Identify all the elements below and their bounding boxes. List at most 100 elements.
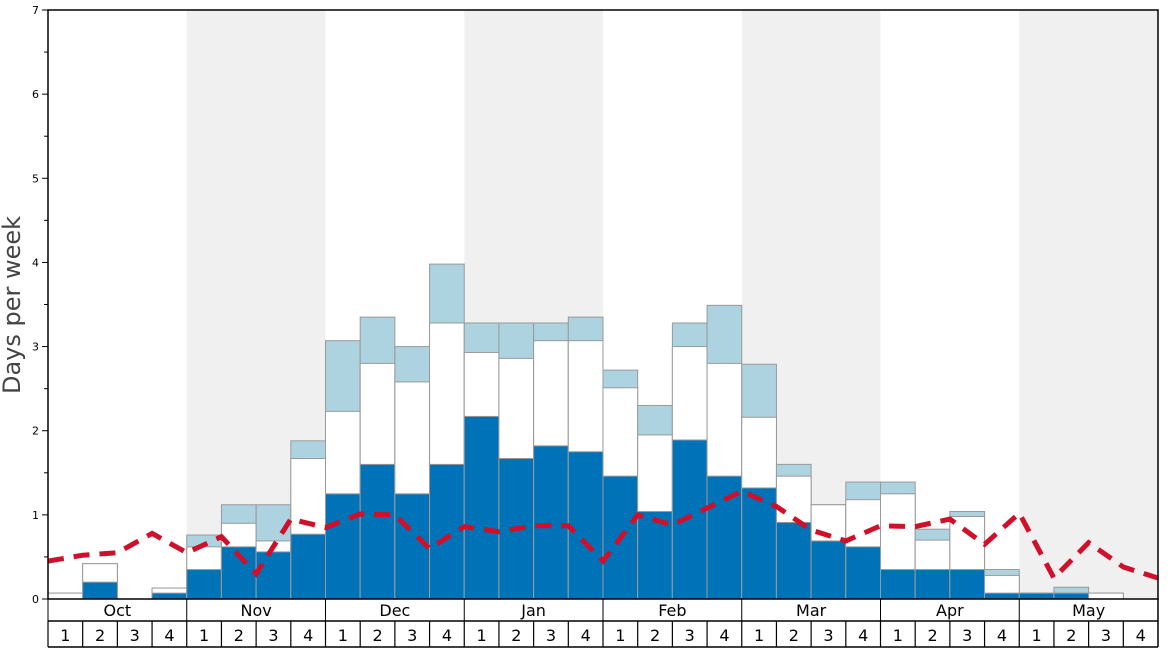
y-tick-label: 1 — [32, 509, 39, 522]
dashed-line-series — [47, 488, 1159, 583]
bar-jan-w4-dark — [567, 451, 604, 600]
week-label: 4 — [442, 626, 452, 645]
bar-mar-w3 — [810, 504, 847, 600]
week-label: 4 — [997, 626, 1007, 645]
week-label: 2 — [927, 626, 937, 645]
week-label: 2 — [234, 626, 244, 645]
week-label: 4 — [719, 626, 729, 645]
bar-mar-w1-dark — [741, 487, 777, 600]
week-label: 1 — [199, 626, 209, 645]
bar-apr-w2 — [914, 528, 951, 600]
week-label: 3 — [268, 626, 278, 645]
month-label-jan: Jan — [520, 601, 546, 620]
week-label: 2 — [95, 626, 105, 645]
bar-nov-w1 — [186, 534, 222, 600]
bar-feb-w1 — [602, 369, 639, 600]
month-band-may — [1019, 10, 1158, 599]
bar-nov-w3 — [255, 504, 292, 600]
week-label: 1 — [60, 626, 70, 645]
week-label: 1 — [338, 626, 348, 645]
bar-apr-w3-dark — [949, 569, 986, 600]
bar-jan-w1-dark — [463, 415, 500, 600]
bar-may-w3 — [1088, 592, 1124, 600]
month-label-mar: Mar — [796, 601, 827, 620]
bar-apr-w4-dark — [984, 592, 1020, 600]
bar-oct-w1 — [47, 592, 84, 600]
bar-mar-w4-dark — [845, 546, 881, 600]
y-tick-label: 0 — [32, 593, 39, 606]
week-label: 2 — [1066, 626, 1076, 645]
week-label: 2 — [372, 626, 382, 645]
bar-oct-w4-dark — [151, 592, 188, 600]
week-label: 4 — [303, 626, 313, 645]
y-tick-label: 7 — [32, 4, 39, 17]
dashed-series-line — [47, 488, 1159, 583]
week-label: 3 — [685, 626, 695, 645]
bar-mar-w3-dark — [810, 540, 847, 600]
bar-oct-w4 — [151, 587, 188, 600]
y-axis-label: Days per week — [0, 216, 26, 394]
bar-apr-w4 — [984, 569, 1020, 600]
bar-mar-w2-dark — [775, 521, 812, 600]
bar-oct-w2 — [82, 563, 118, 600]
week-label: 3 — [962, 626, 972, 645]
month-label-oct: Oct — [104, 601, 132, 620]
bar-mar-w2 — [775, 463, 812, 600]
month-shading-bands — [186, 10, 1158, 599]
bar-apr-w3 — [949, 510, 986, 600]
y-tick-label: 4 — [32, 256, 39, 269]
bar-mar-w1 — [741, 363, 777, 600]
bar-nov-w1-dark — [186, 569, 222, 600]
y-tick-label: 5 — [32, 172, 39, 185]
week-label: 3 — [130, 626, 140, 645]
bar-jan-w4 — [567, 316, 604, 600]
bar-feb-w2 — [637, 404, 673, 600]
bar-jan-w3 — [533, 322, 569, 600]
bar-nov-w3-dark — [255, 551, 292, 600]
month-label-may: May — [1072, 601, 1105, 620]
bar-may-w2-dark — [1053, 592, 1090, 600]
bar-apr-w1-dark — [880, 569, 916, 600]
bar-dec-w3-dark — [394, 493, 431, 600]
bar-may-w1-dark — [1018, 592, 1055, 600]
bar-dec-w3 — [394, 346, 431, 600]
week-label: 3 — [546, 626, 556, 645]
week-label: 1 — [615, 626, 625, 645]
week-label: 4 — [1136, 626, 1146, 645]
week-label: 2 — [650, 626, 660, 645]
bar-jan-w3-dark — [533, 445, 569, 600]
bar-nov-w4-dark — [290, 533, 326, 600]
week-label: 1 — [1032, 626, 1042, 645]
y-tick-label: 3 — [32, 341, 39, 354]
bar-dec-w1-dark — [325, 493, 361, 600]
bar-oct-w2-dark — [82, 581, 118, 600]
week-label: 3 — [407, 626, 417, 645]
week-label: 3 — [1101, 626, 1111, 645]
month-label-dec: Dec — [379, 601, 410, 620]
bar-dec-w2 — [359, 316, 396, 600]
bar-may-w3-middle — [1088, 592, 1124, 600]
week-label: 4 — [581, 626, 591, 645]
week-label: 3 — [823, 626, 833, 645]
week-label: 1 — [477, 626, 487, 645]
bar-may-w1 — [1018, 592, 1055, 600]
bar-oct-w1-middle — [47, 592, 84, 600]
y-tick-label: 2 — [32, 425, 39, 438]
week-label: 4 — [858, 626, 868, 645]
month-label-apr: Apr — [936, 601, 964, 620]
week-label: 2 — [789, 626, 799, 645]
month-label-feb: Feb — [658, 601, 686, 620]
bar-apr-w1 — [880, 481, 916, 600]
bar-dec-w1 — [325, 340, 361, 600]
bar-dec-w4 — [429, 263, 465, 600]
week-label: 1 — [893, 626, 903, 645]
month-label-nov: Nov — [241, 601, 272, 620]
bar-jan-w2 — [498, 322, 535, 600]
x-axis: Oct 1 2 3 4 Nov 1 2 3 4 Dec 1 2 3 4 Jan 1 2 3 4 Feb 1 2 3 4 Mar 1 2… — [47, 599, 1159, 648]
bar-series — [47, 263, 1124, 600]
bar-apr-w2-dark — [914, 569, 951, 600]
week-label: 4 — [164, 626, 174, 645]
bar-feb-w3 — [671, 322, 708, 600]
bar-feb-w4 — [706, 304, 743, 600]
